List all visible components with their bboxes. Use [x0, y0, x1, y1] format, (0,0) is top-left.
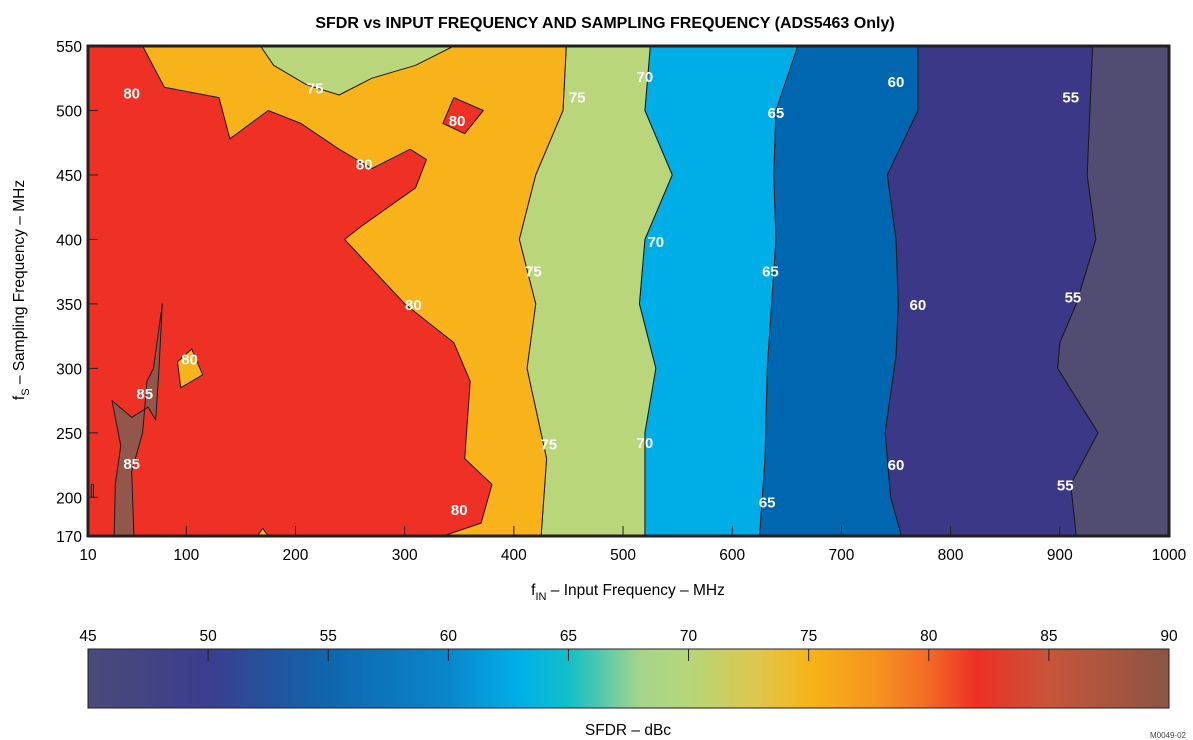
contour-label: 70: [637, 69, 654, 86]
contour-label: 70: [637, 435, 654, 452]
x-tick-label: 600: [719, 547, 745, 564]
x-tick-label: 1000: [1152, 547, 1187, 564]
contour-label: 60: [888, 74, 905, 91]
colorbar-tick-label: 75: [800, 628, 817, 645]
contour-label: 80: [449, 113, 466, 130]
colorbar-tick-label: 65: [560, 628, 577, 645]
contour-label: 55: [1062, 90, 1079, 107]
contour-regions: [88, 46, 1169, 536]
plot-frame: [86, 44, 1171, 538]
chart-title: SFDR vs INPUT FREQUENCY AND SAMPLING FRE…: [315, 15, 894, 32]
contour-label: 80: [181, 351, 198, 368]
contour-label: 60: [888, 457, 905, 474]
x-tick-label: 900: [1047, 547, 1073, 564]
contour-region-80-7: [88, 46, 493, 536]
contour-label: 80: [405, 297, 422, 314]
y-tick-label: 550: [56, 39, 82, 56]
colorbar-tick-label: 90: [1160, 628, 1178, 645]
contour-label: 65: [759, 494, 776, 511]
contour-label: 55: [1057, 478, 1074, 495]
y-tick-label: 450: [56, 168, 82, 185]
x-axis-label: fIN – Input Frequency – MHz: [531, 582, 725, 603]
contour-label: 65: [768, 105, 785, 122]
contour-region-80-8: [442, 97, 484, 135]
contour-label: 65: [762, 264, 779, 281]
colorbar-tick-label: 85: [1040, 628, 1057, 645]
contour-region-75-9: [177, 348, 204, 389]
colorbar: [87, 648, 1170, 709]
contour-region-85-10: [111, 303, 163, 536]
contour-label: 75: [540, 436, 557, 453]
contour-labels: 80 75 80 75 70 65 60 55 80 70 75 65 80 60 55 80 85 75 70 85…: [123, 69, 1081, 519]
y-tick-label: 250: [56, 426, 82, 443]
colorbar-tick-label: 55: [320, 628, 337, 645]
x-tick-label: 300: [392, 547, 418, 564]
colorbar-tick-label: 70: [680, 628, 698, 645]
x-tick-label: 400: [501, 547, 527, 564]
y-axis-label: fS – Sampling Frequency – MHz: [11, 180, 32, 400]
y-tick-label: 350: [56, 297, 82, 314]
x-tick-label: 100: [173, 547, 199, 564]
y-tick-label: 200: [56, 490, 82, 507]
contour-label: 70: [647, 234, 664, 251]
x-tick-label: 200: [283, 547, 309, 564]
x-tick-label: 700: [828, 547, 854, 564]
x-tick-label: 800: [938, 547, 964, 564]
y-tick-label: 500: [56, 103, 82, 120]
colorbar-ticks: 45 50 55 60 65 70 75 80 85 90: [79, 628, 1178, 661]
contour-label: 85: [123, 456, 140, 473]
contour-label: 55: [1065, 289, 1082, 306]
colorbar-tick-label: 45: [79, 628, 96, 645]
colorbar-tick-label: 80: [920, 628, 938, 645]
contour-label: 75: [307, 81, 324, 98]
x-tick-label: 10: [79, 547, 97, 564]
colorbar-tick-label: 60: [440, 628, 458, 645]
figure-code: M0049-02: [1150, 731, 1187, 740]
contour-label: 80: [356, 157, 373, 174]
contour-label: 60: [910, 297, 927, 314]
contour-region-75-12: [256, 527, 269, 536]
contour-region-75-6: [260, 46, 455, 96]
contour-label: 80: [123, 86, 140, 103]
colorbar-tick-label: 50: [199, 628, 217, 645]
y-tick-label: 400: [56, 232, 82, 249]
y-axis-ticks: 170 200 250 300 350 400 450 500 550: [56, 39, 98, 546]
x-tick-label: 500: [610, 547, 636, 564]
contour-label: 80: [451, 502, 468, 519]
colorbar-label: SFDR – dBc: [585, 722, 671, 739]
contour-label: 75: [569, 90, 586, 107]
contour-label: 85: [136, 386, 153, 403]
y-tick-label: 300: [56, 361, 82, 378]
x-axis-ticks: 10 100 200 300 400 500 600 700 800 900 1000: [79, 526, 1187, 564]
contour-label: 75: [525, 264, 542, 281]
y-tick-label: 170: [56, 529, 82, 546]
contour-region-85-11: [90, 483, 94, 498]
